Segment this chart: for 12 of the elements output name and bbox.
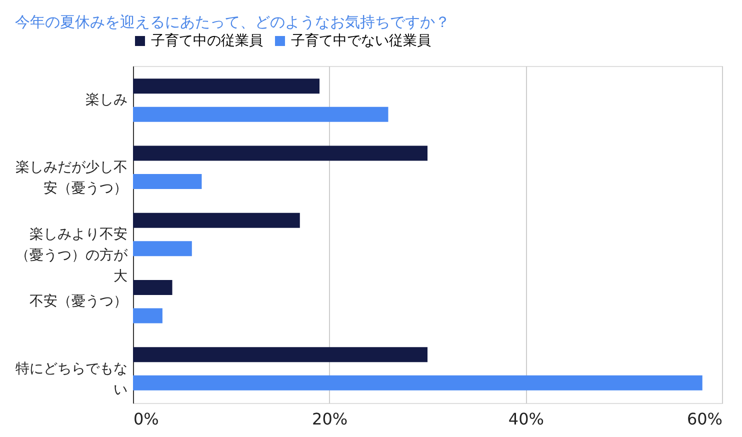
y-tick-label: 楽しみ bbox=[86, 92, 128, 108]
chart-title: 今年の夏休みを迎えるにあたって、どのようなお気持ちですか？ bbox=[15, 13, 450, 31]
x-tick-label: 0% bbox=[134, 410, 159, 428]
y-tick-label: 特にどちらでもない bbox=[16, 360, 128, 398]
y-tick-label: 楽しみだが少し不安（憂うつ） bbox=[16, 159, 128, 196]
legend-label: 子育て中でない従業員 bbox=[291, 32, 431, 49]
y-tick-label: 楽しみより不安（憂うつ）の方が大 bbox=[16, 226, 128, 284]
x-tick-label: 60% bbox=[686, 410, 722, 428]
y-tick-label: 不安（憂うつ） bbox=[30, 294, 128, 310]
x-tick-label: 40% bbox=[508, 410, 544, 428]
legend-label: 子育て中の従業員 bbox=[151, 32, 263, 49]
x-tick-label: 20% bbox=[312, 410, 348, 428]
